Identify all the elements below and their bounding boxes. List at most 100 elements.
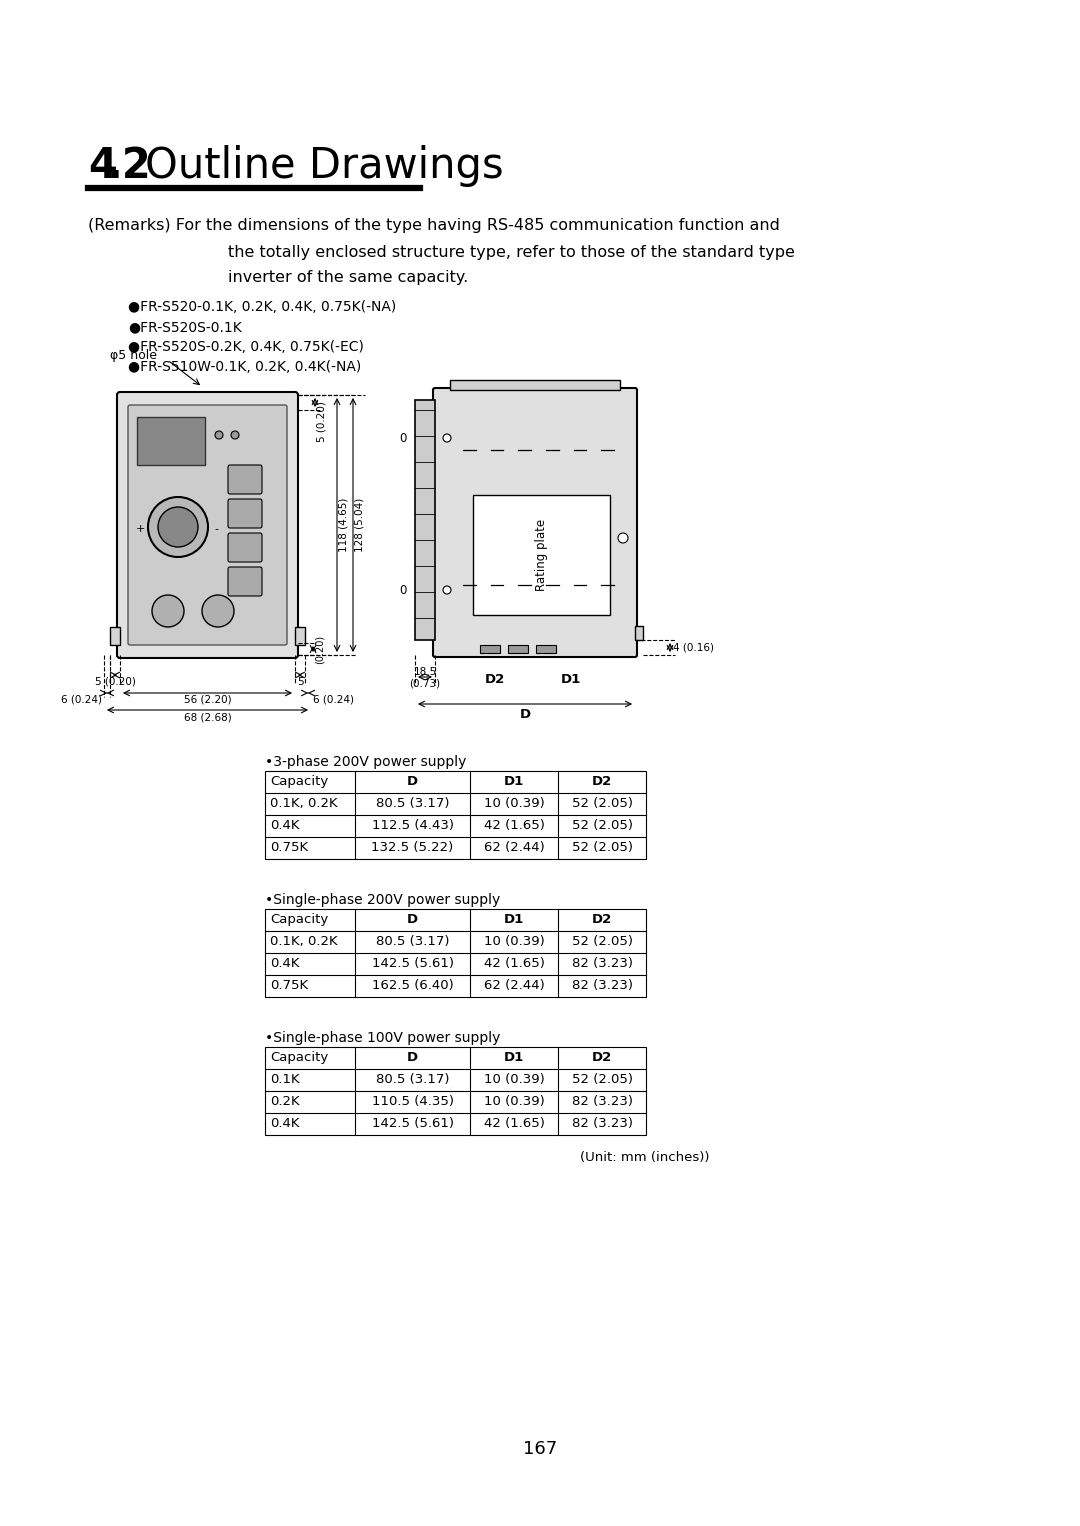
Text: D1: D1	[504, 913, 524, 926]
Circle shape	[443, 433, 451, 443]
Text: 0.4K: 0.4K	[270, 819, 299, 832]
Bar	[265, 771, 646, 859]
Text: 0.75K: 0.75K	[270, 841, 308, 855]
Text: φ5 hole: φ5 hole	[110, 348, 158, 362]
Text: 10 (0.39): 10 (0.39)	[484, 1073, 544, 1087]
Text: 0.4K: 0.4K	[270, 1117, 299, 1129]
Text: 80.5 (3.17): 80.5 (3.17)	[376, 1073, 449, 1087]
Text: 82 (3.23): 82 (3.23)	[571, 957, 633, 971]
Text: •3-phase 200V power supply: •3-phase 200V power supply	[265, 755, 467, 769]
Text: Capacity: Capacity	[270, 913, 328, 926]
FancyBboxPatch shape	[228, 568, 262, 597]
Text: 52 (2.05): 52 (2.05)	[571, 841, 633, 855]
Text: 110.5 (4.35): 110.5 (4.35)	[372, 1096, 454, 1108]
Text: 0.2K: 0.2K	[270, 1096, 299, 1108]
Text: 0.1K, 0.2K: 0.1K, 0.2K	[270, 797, 338, 810]
Text: 0: 0	[400, 583, 407, 597]
Text: Rating plate: Rating plate	[535, 519, 548, 591]
Text: D2: D2	[485, 673, 505, 687]
Text: 62 (2.44): 62 (2.44)	[484, 841, 544, 855]
Text: •Single-phase 100V power supply: •Single-phase 100V power supply	[265, 1032, 500, 1045]
Bar	[536, 645, 556, 653]
Bar	[635, 626, 643, 639]
Text: Capacity: Capacity	[270, 775, 328, 787]
Circle shape	[202, 595, 234, 627]
FancyBboxPatch shape	[228, 533, 262, 562]
Text: inverter of the same capacity.: inverter of the same capacity.	[228, 270, 469, 285]
Text: 6 (0.24): 6 (0.24)	[60, 694, 102, 705]
Text: 0.1K, 0.2K: 0.1K, 0.2K	[270, 935, 338, 948]
Text: 82 (3.23): 82 (3.23)	[571, 980, 633, 992]
Text: Capacity: Capacity	[270, 1051, 328, 1064]
Bar	[450, 380, 620, 391]
Text: 82 (3.23): 82 (3.23)	[571, 1117, 633, 1129]
Text: 142.5 (5.61): 142.5 (5.61)	[372, 1117, 454, 1129]
Text: D: D	[407, 775, 418, 787]
FancyBboxPatch shape	[228, 465, 262, 494]
Text: 80.5 (3.17): 80.5 (3.17)	[376, 935, 449, 948]
Text: D1: D1	[504, 775, 524, 787]
Text: 0: 0	[400, 432, 407, 444]
Text: 52 (2.05): 52 (2.05)	[571, 935, 633, 948]
Text: ●FR-S520S-0.1K: ●FR-S520S-0.1K	[129, 320, 242, 334]
Circle shape	[215, 430, 222, 439]
Text: 128 (5.04): 128 (5.04)	[355, 497, 365, 552]
Circle shape	[148, 497, 208, 557]
Text: 56 (2.20): 56 (2.20)	[184, 694, 231, 705]
Text: 82 (3.23): 82 (3.23)	[571, 1096, 633, 1108]
Text: D: D	[407, 913, 418, 926]
Text: 5: 5	[297, 678, 303, 687]
Text: 80.5 (3.17): 80.5 (3.17)	[376, 797, 449, 810]
Text: 42 (1.65): 42 (1.65)	[484, 819, 544, 832]
Text: 6 (0.24): 6 (0.24)	[313, 694, 354, 705]
Bar	[508, 645, 528, 653]
Bar	[480, 645, 500, 653]
Text: 118 (4.65): 118 (4.65)	[339, 497, 349, 552]
Text: 10 (0.39): 10 (0.39)	[484, 797, 544, 810]
Text: (Unit: mm (inches)): (Unit: mm (inches))	[581, 1151, 710, 1164]
FancyBboxPatch shape	[433, 388, 637, 658]
Text: 4: 4	[87, 145, 117, 188]
Bar	[265, 1047, 646, 1135]
Text: 142.5 (5.61): 142.5 (5.61)	[372, 957, 454, 971]
Text: ●FR-S510W-0.1K, 0.2K, 0.4K(-NA): ●FR-S510W-0.1K, 0.2K, 0.4K(-NA)	[129, 360, 361, 374]
Circle shape	[152, 595, 184, 627]
Text: (0.73): (0.73)	[409, 678, 441, 688]
Text: +: +	[135, 523, 145, 534]
Text: (0.20): (0.20)	[315, 635, 325, 664]
Text: D2: D2	[592, 913, 612, 926]
Text: 62 (2.44): 62 (2.44)	[484, 980, 544, 992]
Text: 52 (2.05): 52 (2.05)	[571, 819, 633, 832]
Text: 0.1K: 0.1K	[270, 1073, 299, 1087]
Circle shape	[443, 586, 451, 594]
Text: ●FR-S520S-0.2K, 0.4K, 0.75K(-EC): ●FR-S520S-0.2K, 0.4K, 0.75K(-EC)	[129, 340, 364, 354]
Bar	[137, 417, 205, 465]
Text: 5 (0.20): 5 (0.20)	[95, 678, 135, 687]
Text: D1: D1	[504, 1051, 524, 1064]
Circle shape	[158, 507, 198, 546]
Text: the totally enclosed structure type, refer to those of the standard type: the totally enclosed structure type, ref…	[228, 246, 795, 259]
Text: 10 (0.39): 10 (0.39)	[484, 935, 544, 948]
Text: 18.5: 18.5	[414, 667, 436, 678]
Text: 5 (0.20): 5 (0.20)	[318, 401, 327, 443]
Text: 0.75K: 0.75K	[270, 980, 308, 992]
Text: (Remarks) For the dimensions of the type having RS-485 communication function an: (Remarks) For the dimensions of the type…	[87, 218, 780, 233]
Text: 42 (1.65): 42 (1.65)	[484, 957, 544, 971]
Text: 162.5 (6.40): 162.5 (6.40)	[372, 980, 454, 992]
Text: D2: D2	[592, 1051, 612, 1064]
FancyBboxPatch shape	[129, 404, 287, 645]
FancyBboxPatch shape	[228, 499, 262, 528]
Text: 52 (2.05): 52 (2.05)	[571, 1073, 633, 1087]
Text: .2: .2	[107, 145, 152, 188]
Bar	[473, 494, 610, 615]
Text: D: D	[407, 1051, 418, 1064]
Bar	[415, 400, 435, 639]
Text: D2: D2	[592, 775, 612, 787]
Text: 10 (0.39): 10 (0.39)	[484, 1096, 544, 1108]
Bar	[265, 909, 646, 996]
Text: ●FR-S520-0.1K, 0.2K, 0.4K, 0.75K(-NA): ●FR-S520-0.1K, 0.2K, 0.4K, 0.75K(-NA)	[129, 301, 396, 314]
Text: -: -	[214, 523, 218, 534]
Text: 68 (2.68): 68 (2.68)	[184, 713, 231, 722]
Circle shape	[618, 533, 627, 543]
Text: D: D	[519, 708, 530, 720]
